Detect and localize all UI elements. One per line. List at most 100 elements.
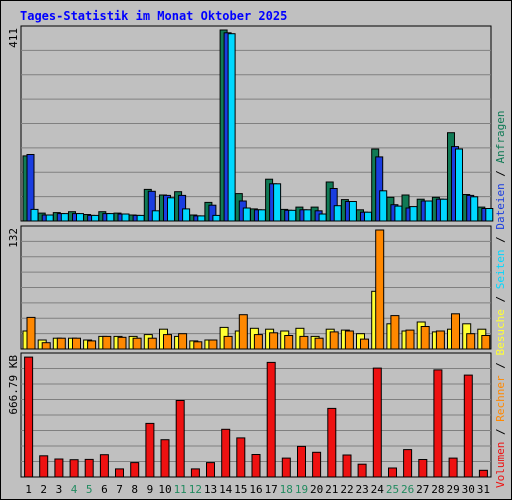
x-tick-label: 7 <box>116 483 123 496</box>
bar-seiten-day-1 <box>30 208 39 222</box>
bar-seiten-day-10 <box>167 197 175 222</box>
x-tick-label: 9 <box>147 483 154 496</box>
bar-seiten-day-2 <box>45 214 54 222</box>
bar-rechner-day-8 <box>132 337 142 350</box>
bar-rechner-day-9 <box>147 337 157 350</box>
bar-rechner-day-11 <box>178 333 188 350</box>
bar-volumen-day-28 <box>433 369 443 478</box>
bar-volumen-day-1 <box>24 356 34 478</box>
bar-volumen-day-9 <box>145 422 155 478</box>
bar-seiten-day-15 <box>242 207 251 222</box>
x-tick-label: 28 <box>431 483 444 496</box>
bar-volumen-day-17 <box>266 361 276 478</box>
bar-volumen-day-2 <box>39 455 49 478</box>
legend-segment: Volumen <box>494 442 507 488</box>
bar-rechner-day-25 <box>390 315 400 350</box>
x-tick-label: 4 <box>71 483 78 496</box>
bar-seiten-day-23 <box>364 211 372 222</box>
bar-seiten-day-12 <box>197 215 206 222</box>
x-tick-label: 22 <box>340 483 353 496</box>
legend-segment: Anfragen <box>494 110 507 163</box>
x-tick-label: 2 <box>40 483 47 496</box>
bar-rechner-day-29 <box>451 313 460 350</box>
legend-segment: Seiten <box>494 250 507 290</box>
x-tick-label: 18 <box>280 483 293 496</box>
x-tick-label: 10 <box>158 483 171 496</box>
bar-volumen-day-30 <box>463 374 473 478</box>
x-tick-label: 23 <box>355 483 368 496</box>
bar-seiten-day-25 <box>394 205 403 222</box>
bar-rechner-day-15 <box>238 314 248 350</box>
bar-seiten-day-11 <box>182 208 191 222</box>
bar-rechner-day-23 <box>360 338 369 350</box>
bar-seiten-day-29 <box>455 148 463 222</box>
legend-segment: Besuche <box>494 309 507 355</box>
bar-volumen-day-6 <box>99 454 109 478</box>
panel-2-ymax-label: 132 <box>7 228 20 248</box>
bar-volumen-day-22 <box>342 454 352 478</box>
x-tick-label: 29 <box>446 483 459 496</box>
bar-volumen-day-31 <box>478 469 488 478</box>
x-tick-label: 5 <box>86 483 93 496</box>
x-tick-label: 20 <box>310 483 323 496</box>
legend-segment: Dateien <box>494 183 507 229</box>
bar-volumen-day-18 <box>281 457 291 478</box>
bar-rechner-day-14 <box>223 335 233 350</box>
bar-seiten-day-24 <box>379 190 388 222</box>
bar-seiten-day-4 <box>76 213 84 222</box>
x-tick-label: 27 <box>416 483 429 496</box>
bar-volumen-day-20 <box>312 451 322 478</box>
legend-segment: / <box>494 356 507 376</box>
bar-rechner-day-17 <box>269 332 279 350</box>
bar-rechner-day-5 <box>87 340 97 350</box>
x-tick-label: 13 <box>204 483 217 496</box>
x-tick-label: 3 <box>56 483 63 496</box>
bar-seiten-day-8 <box>136 214 145 222</box>
x-tick-label: 11 <box>174 483 187 496</box>
bar-volumen-day-4 <box>69 459 79 478</box>
bar-rechner-day-3 <box>56 337 66 350</box>
x-tick-label: 31 <box>477 483 490 496</box>
legend-segment: / <box>494 230 507 250</box>
panel-1-ymax-label: 411 <box>7 28 20 48</box>
bar-seiten-day-30 <box>470 196 479 222</box>
bar-volumen-day-12 <box>190 468 200 478</box>
bar-seiten-day-14 <box>227 33 236 222</box>
bar-volumen-day-29 <box>448 457 458 478</box>
x-tick-label: 24 <box>371 483 385 496</box>
bar-rechner-day-20 <box>314 337 324 350</box>
bar-seiten-day-3 <box>60 213 69 222</box>
bar-rechner-day-13 <box>208 339 218 350</box>
bar-seiten-day-9 <box>151 210 160 222</box>
x-tick-label: 17 <box>265 483 278 496</box>
bar-seiten-day-13 <box>212 214 221 222</box>
bar-rechner-day-4 <box>72 337 81 350</box>
series-legend-vertical: Volumen / Rechner / Besuche / Seiten / D… <box>494 110 507 488</box>
bar-volumen-day-19 <box>297 445 306 478</box>
bar-seiten-day-6 <box>106 213 115 222</box>
x-tick-label: 16 <box>249 483 262 496</box>
bar-rechner-day-19 <box>299 335 309 350</box>
bar-rechner-day-26 <box>405 329 415 350</box>
x-tick-label: 8 <box>131 483 138 496</box>
x-tick-label: 21 <box>325 483 338 496</box>
bar-volumen-day-8 <box>130 462 140 478</box>
bar-volumen-day-13 <box>206 462 215 478</box>
x-tick-label: 12 <box>189 483 202 496</box>
bar-rechner-day-16 <box>253 334 263 350</box>
bar-volumen-day-15 <box>236 437 246 478</box>
bar-seiten-day-28 <box>439 198 448 222</box>
panel-3-ymax-label: 666.79 KB <box>7 355 20 415</box>
bar-rechner-day-18 <box>284 335 294 350</box>
bar-rechner-day-10 <box>163 334 172 350</box>
bar-seiten-day-19 <box>303 209 312 222</box>
legend-segment: Rechner <box>494 375 507 422</box>
bar-seiten-day-18 <box>288 209 297 222</box>
chart-title: Tages-Statistik im Monat Oktober 2025 <box>20 9 287 23</box>
x-tick-label: 15 <box>234 483 247 496</box>
x-tick-label: 25 <box>386 483 399 496</box>
bar-rechner-day-30 <box>466 333 476 350</box>
bar-rechner-day-28 <box>435 330 445 350</box>
bar-seiten-day-22 <box>348 201 357 222</box>
